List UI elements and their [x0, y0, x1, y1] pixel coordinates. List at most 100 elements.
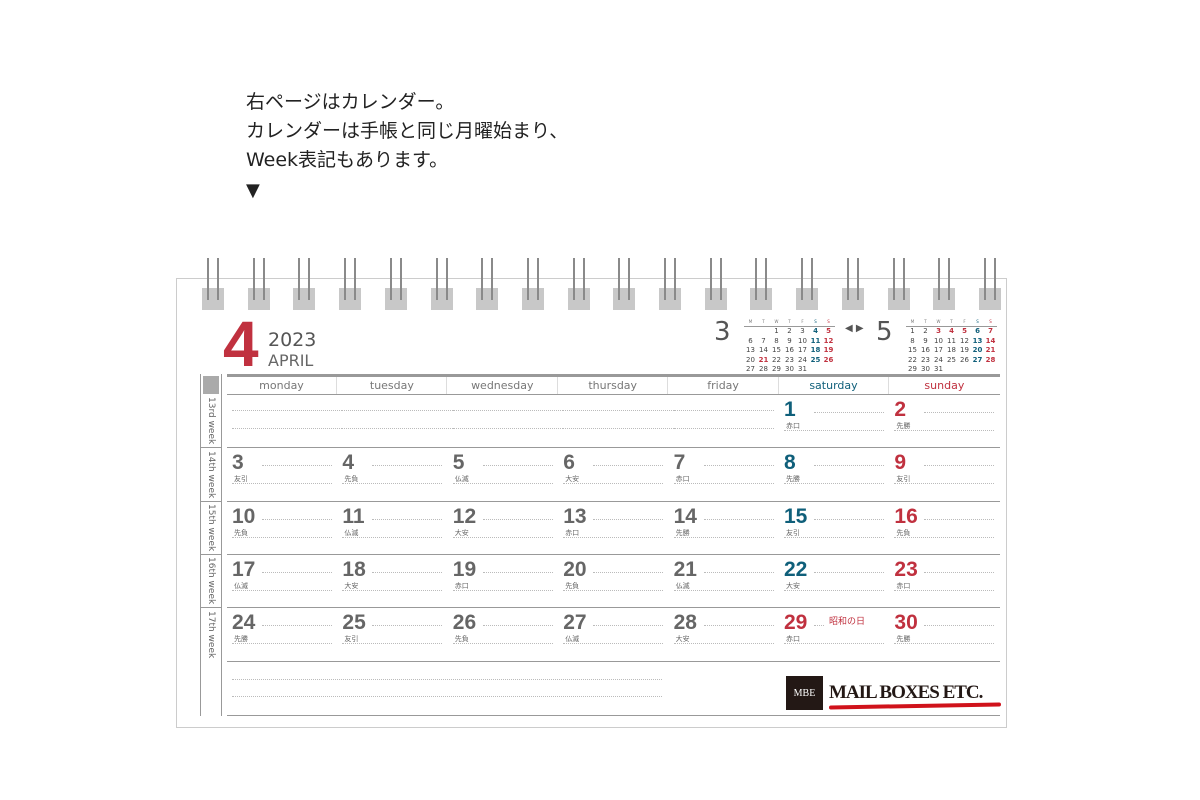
weekday-header-friday: friday [669, 377, 779, 394]
cell-line [372, 572, 443, 573]
mini-day: 11 [810, 336, 821, 345]
mini-day: 17 [934, 346, 943, 354]
mini-weekday: T [757, 318, 770, 327]
ring-hole [567, 288, 590, 310]
binding-ring [978, 258, 1001, 310]
mini-weekday: S [971, 318, 984, 327]
rokuyo-label: 大安 [675, 635, 690, 643]
week-label-text: 13rd week [206, 396, 216, 445]
cell-line [482, 519, 553, 520]
binding-ring [796, 258, 819, 310]
week-label: 14th week [201, 447, 221, 501]
ring-wire [846, 258, 849, 300]
day-number: 22 [784, 558, 808, 581]
nav-arrows-icon: ◀ ▶ [845, 323, 864, 334]
binding-ring [841, 258, 864, 310]
week-header-block [203, 376, 219, 394]
day-cell: 10 先負 [232, 501, 332, 551]
mbe-logo-text: MAIL BOXES ETC. [829, 682, 983, 703]
empty-cell-line [342, 410, 453, 411]
binding-ring [476, 258, 499, 310]
cell-line [784, 483, 884, 484]
cell-line [894, 643, 995, 644]
rokuyo-label: 先勝 [786, 475, 800, 483]
cell-line [232, 537, 332, 538]
row-divider [227, 501, 1000, 502]
row-divider [227, 554, 1000, 555]
mini-day: 1 [774, 327, 779, 335]
rokuyo-label: 友引 [344, 635, 359, 643]
day-cell: 7 赤口 [673, 447, 774, 497]
mini-weekday: S [822, 318, 835, 327]
ring-wire [801, 258, 804, 300]
cell-line [262, 625, 332, 626]
ring-wire [719, 258, 722, 300]
cell-line [452, 537, 553, 538]
mini-weekday: T [919, 318, 932, 327]
week-label-text: 15th week [206, 504, 216, 552]
empty-cell-line [452, 410, 564, 411]
ring-wire [938, 258, 941, 300]
mini-day: 8 [910, 336, 915, 345]
ring-hole [704, 288, 727, 310]
day-cell: 17 仏滅 [232, 554, 332, 604]
mini-day: 12 [823, 336, 834, 345]
down-triangle-icon: ▼ [246, 180, 260, 201]
ring-wire [481, 258, 484, 300]
mini-weekday: W [932, 318, 945, 327]
day-number: 18 [342, 558, 366, 581]
cell-line [894, 483, 995, 484]
mini-day: 9 [787, 336, 792, 345]
cell-line [703, 519, 774, 520]
rokuyo-label: 友引 [234, 475, 248, 483]
ring-wire [435, 258, 438, 300]
rokuyo-label: 友引 [786, 529, 800, 537]
mini-day: 4 [949, 327, 954, 335]
day-number: 10 [232, 505, 256, 528]
ring-wire [344, 258, 347, 300]
cell-line [452, 643, 553, 644]
mini-weekday: S [984, 318, 997, 327]
mini-weekday: S [809, 318, 822, 327]
rokuyo-label: 赤口 [896, 582, 911, 590]
cell-line [673, 483, 774, 484]
binding-ring [704, 258, 727, 310]
day-cell: 26 先負 [452, 607, 553, 657]
ring-wire [526, 258, 529, 300]
day-number: 15 [784, 505, 808, 528]
day-number: 7 [673, 451, 686, 474]
cell-line [593, 625, 664, 626]
week-label-text: 14th week [206, 450, 216, 499]
mini-day: 20 [972, 346, 983, 354]
ring-wire [217, 258, 219, 300]
binding-ring [750, 258, 773, 310]
cell-line [342, 643, 443, 644]
weekday-header-thursday: thursday [558, 377, 669, 394]
binding-ring [293, 258, 316, 310]
ring-wire [892, 258, 895, 300]
binding-ring [202, 258, 224, 310]
ring-hole [247, 288, 270, 310]
mini-day: 26 [823, 355, 834, 364]
day-cell: 13 赤口 [563, 501, 664, 551]
cell-line [262, 519, 332, 520]
day-cell: 8 先勝 [784, 447, 884, 497]
ring-wire [948, 258, 951, 300]
mini-day: 17 [798, 346, 807, 354]
day-number: 3 [232, 451, 244, 474]
mini-day: 30 [785, 365, 794, 373]
mini-day: 11 [947, 336, 956, 345]
ring-hole [521, 288, 544, 310]
rokuyo-label: 赤口 [454, 582, 469, 590]
ring-wire [536, 258, 539, 300]
mini-day: 7 [988, 327, 993, 335]
ring-wire [399, 258, 402, 300]
day-number: 29 [784, 611, 808, 634]
binding-ring [613, 258, 636, 310]
mini-day: 27 [746, 365, 755, 373]
mini-day: 6 [748, 336, 753, 345]
day-cell: 6 大安 [563, 447, 664, 497]
mini-day: 25 [810, 355, 821, 364]
mini-day: 19 [823, 346, 834, 354]
ring-wire [445, 258, 448, 300]
